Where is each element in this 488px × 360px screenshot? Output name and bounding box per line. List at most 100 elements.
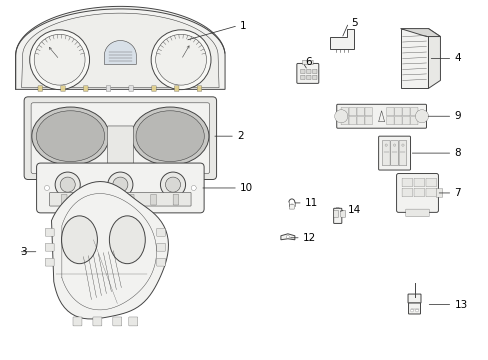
Circle shape — [30, 30, 89, 90]
FancyBboxPatch shape — [402, 107, 409, 116]
FancyBboxPatch shape — [156, 228, 165, 236]
Polygon shape — [21, 13, 219, 87]
FancyBboxPatch shape — [93, 317, 102, 326]
FancyBboxPatch shape — [382, 141, 389, 166]
Polygon shape — [329, 28, 353, 49]
FancyBboxPatch shape — [396, 174, 438, 212]
FancyBboxPatch shape — [302, 60, 312, 65]
FancyBboxPatch shape — [45, 243, 54, 251]
Circle shape — [414, 110, 427, 123]
FancyBboxPatch shape — [348, 107, 356, 116]
FancyBboxPatch shape — [24, 97, 216, 180]
Circle shape — [34, 34, 85, 85]
FancyBboxPatch shape — [156, 258, 165, 266]
Circle shape — [392, 144, 395, 146]
FancyBboxPatch shape — [386, 107, 393, 116]
Circle shape — [113, 177, 128, 192]
Ellipse shape — [36, 111, 104, 162]
FancyBboxPatch shape — [401, 188, 412, 197]
Circle shape — [191, 185, 196, 190]
FancyBboxPatch shape — [50, 193, 191, 206]
FancyBboxPatch shape — [306, 69, 310, 73]
FancyBboxPatch shape — [58, 174, 64, 181]
FancyBboxPatch shape — [306, 75, 310, 80]
Circle shape — [151, 30, 210, 90]
Polygon shape — [427, 28, 440, 88]
FancyBboxPatch shape — [176, 174, 183, 181]
Circle shape — [107, 172, 133, 197]
FancyBboxPatch shape — [173, 194, 178, 205]
FancyBboxPatch shape — [398, 141, 406, 166]
FancyBboxPatch shape — [348, 116, 356, 125]
FancyBboxPatch shape — [45, 258, 54, 266]
Text: 7: 7 — [453, 188, 460, 198]
Text: 14: 14 — [347, 205, 360, 215]
FancyBboxPatch shape — [129, 86, 133, 91]
Ellipse shape — [136, 111, 204, 162]
FancyBboxPatch shape — [197, 86, 202, 91]
FancyBboxPatch shape — [300, 75, 305, 80]
FancyBboxPatch shape — [356, 107, 364, 116]
FancyBboxPatch shape — [333, 208, 341, 224]
Circle shape — [410, 309, 413, 312]
FancyBboxPatch shape — [378, 136, 410, 170]
Text: 8: 8 — [453, 148, 460, 158]
FancyBboxPatch shape — [356, 116, 364, 125]
FancyBboxPatch shape — [31, 103, 209, 174]
FancyBboxPatch shape — [425, 178, 436, 187]
FancyBboxPatch shape — [312, 69, 316, 73]
FancyBboxPatch shape — [106, 194, 111, 205]
FancyBboxPatch shape — [150, 194, 156, 205]
FancyBboxPatch shape — [364, 107, 371, 116]
Circle shape — [60, 177, 75, 192]
FancyBboxPatch shape — [340, 107, 348, 116]
FancyBboxPatch shape — [410, 107, 417, 116]
FancyBboxPatch shape — [113, 317, 122, 326]
Polygon shape — [104, 41, 136, 64]
Circle shape — [401, 144, 403, 146]
FancyBboxPatch shape — [289, 205, 294, 209]
FancyBboxPatch shape — [61, 86, 65, 91]
FancyBboxPatch shape — [390, 141, 398, 166]
Ellipse shape — [109, 216, 145, 264]
FancyBboxPatch shape — [410, 116, 417, 125]
FancyBboxPatch shape — [402, 116, 409, 125]
Circle shape — [160, 172, 185, 197]
Text: 1: 1 — [240, 21, 246, 31]
Text: 9: 9 — [453, 111, 460, 121]
FancyBboxPatch shape — [394, 116, 401, 125]
FancyBboxPatch shape — [407, 303, 420, 314]
FancyBboxPatch shape — [405, 209, 428, 217]
Circle shape — [44, 185, 49, 190]
Text: 2: 2 — [237, 131, 243, 141]
FancyBboxPatch shape — [413, 188, 424, 197]
FancyBboxPatch shape — [99, 174, 105, 181]
FancyBboxPatch shape — [45, 228, 54, 236]
Text: 11: 11 — [304, 198, 317, 208]
Polygon shape — [400, 28, 440, 37]
Text: 5: 5 — [350, 18, 357, 28]
FancyBboxPatch shape — [300, 69, 305, 73]
FancyBboxPatch shape — [61, 194, 67, 205]
Text: 3: 3 — [20, 247, 27, 257]
FancyBboxPatch shape — [340, 211, 345, 217]
FancyBboxPatch shape — [128, 194, 134, 205]
FancyBboxPatch shape — [394, 107, 401, 116]
Circle shape — [334, 110, 347, 123]
Text: 4: 4 — [453, 54, 460, 63]
FancyBboxPatch shape — [413, 178, 424, 187]
FancyBboxPatch shape — [425, 188, 436, 197]
FancyBboxPatch shape — [174, 86, 179, 91]
FancyBboxPatch shape — [110, 198, 130, 205]
FancyBboxPatch shape — [156, 243, 165, 251]
Circle shape — [415, 309, 418, 312]
Text: 10: 10 — [240, 183, 253, 193]
Ellipse shape — [32, 107, 109, 165]
FancyBboxPatch shape — [333, 211, 338, 217]
Ellipse shape — [131, 107, 208, 165]
Circle shape — [286, 235, 289, 238]
FancyBboxPatch shape — [83, 194, 89, 205]
Text: 6: 6 — [304, 58, 311, 67]
FancyBboxPatch shape — [128, 317, 138, 326]
FancyBboxPatch shape — [151, 86, 156, 91]
